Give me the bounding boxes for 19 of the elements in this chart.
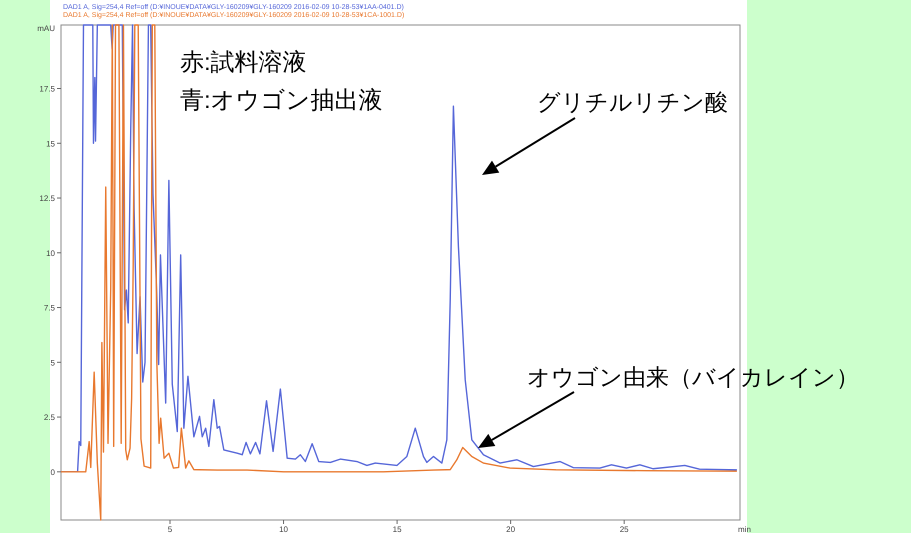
y-tick-label: 17.5 (39, 84, 56, 94)
x-tick-label: 10 (279, 525, 289, 533)
x-tick-label: 25 (620, 525, 630, 533)
x-axis-title: min (738, 525, 751, 533)
annotation: オウゴン由来（バイカレイン） (527, 364, 859, 390)
annotation: 青:オウゴン抽出液 (180, 87, 383, 114)
x-tick-label: 5 (168, 525, 173, 533)
y-tick-label: 5 (50, 358, 56, 368)
y-tick-label: 7.5 (44, 304, 56, 313)
y-tick-label: 2.5 (44, 413, 56, 422)
y-tick-label: 10 (46, 248, 56, 258)
y-tick-label: 0 (50, 468, 56, 477)
annotation: グリチルリチン酸 (537, 89, 728, 115)
annotation: 赤:試料溶液 (180, 49, 307, 76)
x-tick-label: 20 (506, 525, 516, 533)
y-tick-label: 12.5 (39, 194, 56, 204)
y-tick-label: 15 (46, 139, 56, 148)
y-axis-title: mAU (37, 24, 56, 33)
x-tick-label: 15 (392, 525, 402, 533)
